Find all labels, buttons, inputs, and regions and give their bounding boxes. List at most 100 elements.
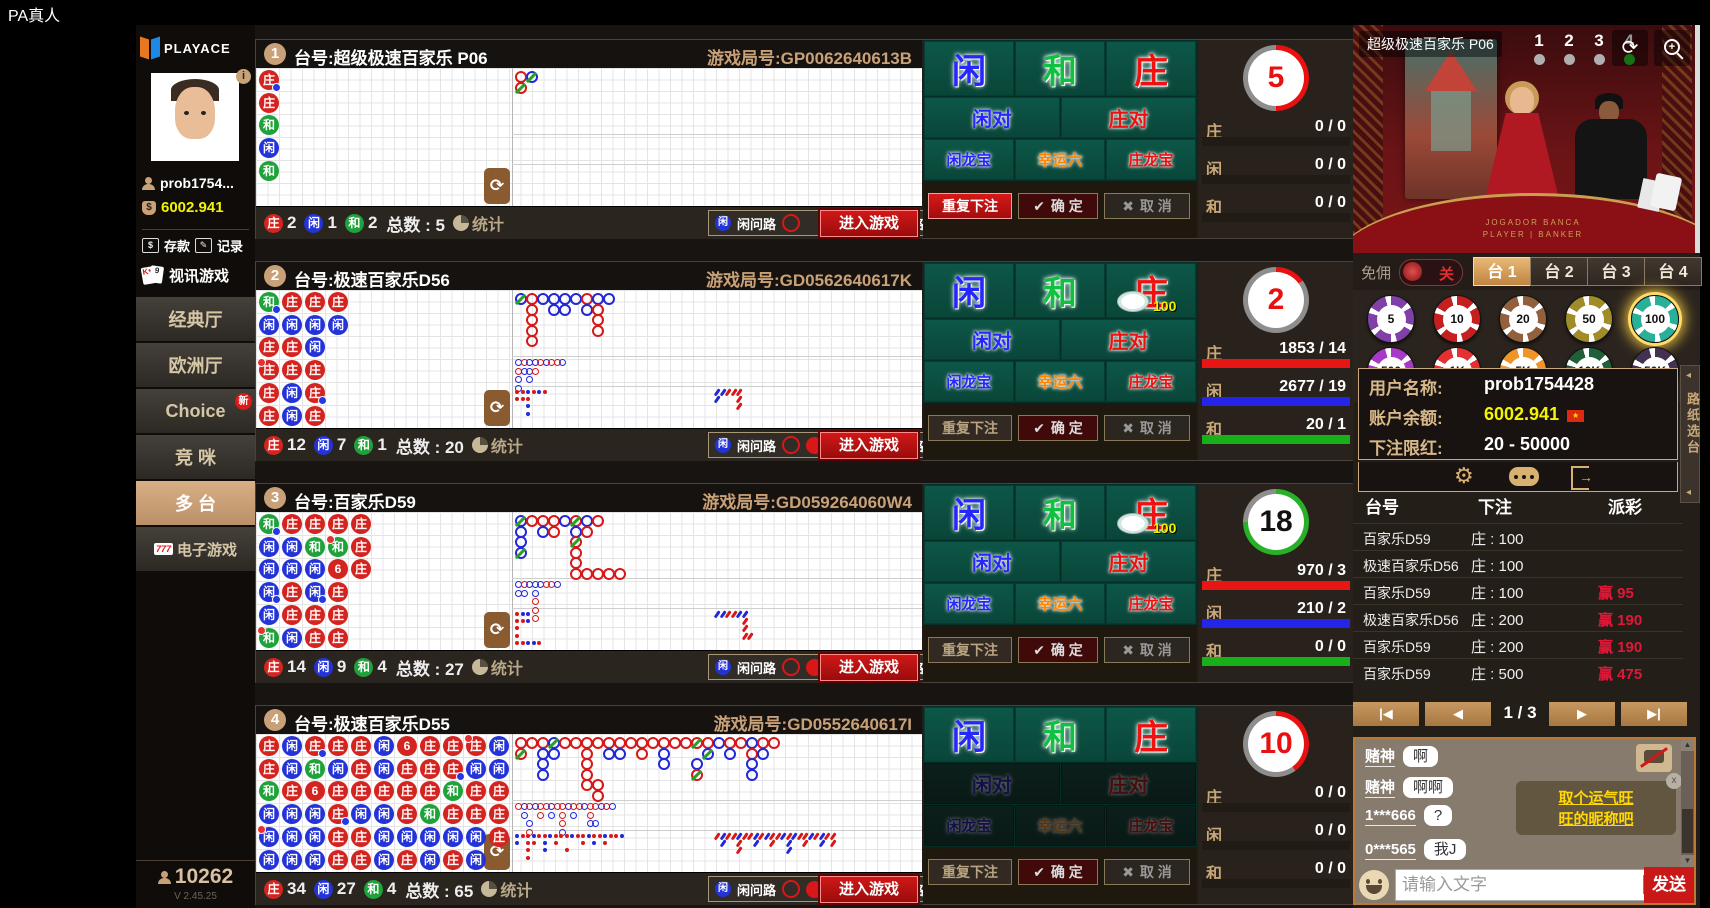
- camera-4[interactable]: 4: [1619, 31, 1639, 65]
- enter-game-button[interactable]: 进入游戏: [820, 654, 918, 681]
- sidebar-item-6[interactable]: 777 电子游戏: [136, 527, 255, 571]
- bet-player-dragon-cell[interactable]: 闲龙宝: [924, 361, 1014, 402]
- bet-player-cell[interactable]: 闲: [924, 485, 1014, 540]
- deposit-button[interactable]: 存款: [164, 239, 191, 254]
- cockroach-slash: [768, 839, 776, 848]
- confirm-button[interactable]: ✔ 确 定: [1018, 415, 1098, 441]
- bet-lucky-six-cell[interactable]: 幸运六: [1015, 361, 1105, 402]
- zoom-video-icon[interactable]: +: [1654, 30, 1690, 66]
- bet-tie-cell[interactable]: 和: [1015, 707, 1105, 762]
- rebet-button[interactable]: 重复下注: [928, 193, 1012, 219]
- bet-banker-pair-cell[interactable]: 庄对: [1061, 763, 1196, 804]
- bet-banker-dragon-cell[interactable]: 庄龙宝: [1106, 805, 1196, 846]
- table-tab-3[interactable]: 台 3: [1587, 257, 1645, 286]
- x-icon: ✖: [1122, 642, 1134, 658]
- avatar[interactable]: [151, 73, 239, 161]
- bet-banker-cell[interactable]: 庄 100: [1106, 263, 1196, 318]
- cancel-button[interactable]: ✖ 取 消: [1104, 637, 1190, 663]
- bet-banker-cell[interactable]: 庄 100: [1106, 485, 1196, 540]
- bet-lucky-six-cell[interactable]: 幸运六: [1015, 805, 1105, 846]
- table-tab-2[interactable]: 台 2: [1530, 257, 1588, 286]
- chip-20[interactable]: 20: [1499, 295, 1547, 343]
- camera-1[interactable]: 1: [1529, 31, 1549, 65]
- table-tab-4[interactable]: 台 4: [1644, 257, 1702, 286]
- notice-close-icon[interactable]: x: [1666, 773, 1682, 789]
- bet-player-pair-cell[interactable]: 闲对: [924, 319, 1060, 360]
- scroll-up-icon[interactable]: ▲: [1681, 739, 1694, 751]
- result-badge: 闲: [313, 657, 333, 677]
- cancel-button[interactable]: ✖ 取 消: [1104, 859, 1190, 885]
- bet-banker-pair-cell[interactable]: 庄对: [1061, 319, 1196, 360]
- next-page-button[interactable]: ▶: [1549, 702, 1615, 726]
- bet-tie-cell[interactable]: 和: [1015, 41, 1105, 96]
- bets-header-bet: 下注: [1478, 498, 1512, 517]
- bet-lucky-six-cell[interactable]: 幸运六: [1015, 139, 1105, 180]
- chip-100[interactable]: 100: [1631, 295, 1679, 343]
- bet-player-cell[interactable]: 闲: [924, 707, 1014, 762]
- settings-gear-icon[interactable]: ⚙: [1454, 463, 1474, 488]
- chip-50[interactable]: 50: [1565, 295, 1613, 343]
- confirm-button[interactable]: ✔ 确 定: [1018, 637, 1098, 663]
- table-tab-1[interactable]: 台 1: [1473, 257, 1531, 286]
- scroll-down-icon[interactable]: ▼: [1681, 855, 1694, 867]
- sidebar-item-2[interactable]: 欧洲厅: [136, 343, 255, 387]
- bet-player-cell[interactable]: 闲: [924, 41, 1014, 96]
- rebet-button[interactable]: 重复下注: [928, 415, 1012, 441]
- sidebar-item-4[interactable]: 竞 咪: [136, 435, 255, 479]
- confirm-button[interactable]: ✔ 确 定: [1018, 859, 1098, 885]
- camera-3[interactable]: 3: [1589, 31, 1609, 65]
- mute-chat-icon[interactable]: [1636, 744, 1672, 772]
- sidebar-item-3[interactable]: Choice 新: [136, 389, 255, 433]
- prev-page-button[interactable]: ◀: [1425, 702, 1491, 726]
- bet-player-pair-cell[interactable]: 闲对: [924, 97, 1060, 138]
- bet-player-dragon-cell[interactable]: 闲龙宝: [924, 139, 1014, 180]
- bet-tie-cell[interactable]: 和: [1015, 263, 1105, 318]
- camera-2[interactable]: 2: [1559, 31, 1579, 65]
- bet-banker-cell[interactable]: 庄: [1106, 707, 1196, 762]
- info-icon[interactable]: i: [236, 69, 251, 84]
- last-page-button[interactable]: ▶|: [1621, 702, 1687, 726]
- chat-bubble-icon[interactable]: [1509, 467, 1539, 486]
- sidebar-item-1[interactable]: 经典厅: [136, 297, 255, 341]
- bead-player: 闲: [259, 804, 279, 825]
- chat-input[interactable]: [1395, 869, 1649, 901]
- stats-label: 统计: [500, 883, 533, 900]
- video-game-row[interactable]: K♥ 9 视讯游戏: [140, 264, 229, 286]
- bet-tie-cell[interactable]: 和: [1015, 485, 1105, 540]
- bet-player-pair-cell[interactable]: 闲对: [924, 541, 1060, 582]
- bet-banker-dragon-cell[interactable]: 庄龙宝: [1106, 583, 1196, 624]
- scroll-strip[interactable]: [1695, 25, 1700, 253]
- sidebar-item-5[interactable]: 多 台: [136, 481, 255, 525]
- scrollbar-thumb[interactable]: [1682, 809, 1693, 853]
- exit-door-icon[interactable]: →: [1571, 466, 1593, 490]
- rebet-button[interactable]: 重复下注: [928, 637, 1012, 663]
- confirm-button[interactable]: ✔ 确 定: [1018, 193, 1098, 219]
- bet-banker-cell[interactable]: 庄: [1106, 41, 1196, 96]
- chat-scrollbar[interactable]: ▲ ▼: [1681, 739, 1694, 867]
- enter-game-button[interactable]: 进入游戏: [820, 432, 918, 459]
- chip-10[interactable]: 10: [1433, 295, 1481, 343]
- bet-banker-dragon-cell[interactable]: 庄龙宝: [1106, 139, 1196, 180]
- rebet-button[interactable]: 重复下注: [928, 859, 1012, 885]
- emoji-smiley-icon[interactable]: [1359, 870, 1389, 900]
- send-button[interactable]: 发送: [1644, 867, 1694, 903]
- enter-game-button[interactable]: 进入游戏: [820, 210, 918, 237]
- bet-limit: 20 - 50000: [1484, 434, 1571, 454]
- enter-game-button[interactable]: 进入游戏: [820, 876, 918, 903]
- refresh-video-icon[interactable]: ⟳: [1612, 30, 1648, 66]
- road-select-side-tab[interactable]: ◂ 路纸选台 ◂: [1680, 365, 1700, 503]
- bet-lucky-six-cell[interactable]: 幸运六: [1015, 583, 1105, 624]
- bet-banker-pair-cell[interactable]: 庄对: [1061, 97, 1196, 138]
- bet-banker-dragon-cell[interactable]: 庄龙宝: [1106, 361, 1196, 402]
- bet-player-cell[interactable]: 闲: [924, 263, 1014, 318]
- first-page-button[interactable]: |◀: [1353, 702, 1419, 726]
- bet-player-dragon-cell[interactable]: 闲龙宝: [924, 583, 1014, 624]
- bet-player-pair-cell[interactable]: 闲对: [924, 763, 1060, 804]
- no-commission-toggle[interactable]: 关: [1399, 259, 1463, 286]
- chip-5[interactable]: 5: [1367, 295, 1415, 343]
- cancel-button[interactable]: ✖ 取 消: [1104, 193, 1190, 219]
- bet-player-dragon-cell[interactable]: 闲龙宝: [924, 805, 1014, 846]
- cancel-button[interactable]: ✖ 取 消: [1104, 415, 1190, 441]
- record-button[interactable]: 记录: [217, 239, 244, 254]
- bet-banker-pair-cell[interactable]: 庄对: [1061, 541, 1196, 582]
